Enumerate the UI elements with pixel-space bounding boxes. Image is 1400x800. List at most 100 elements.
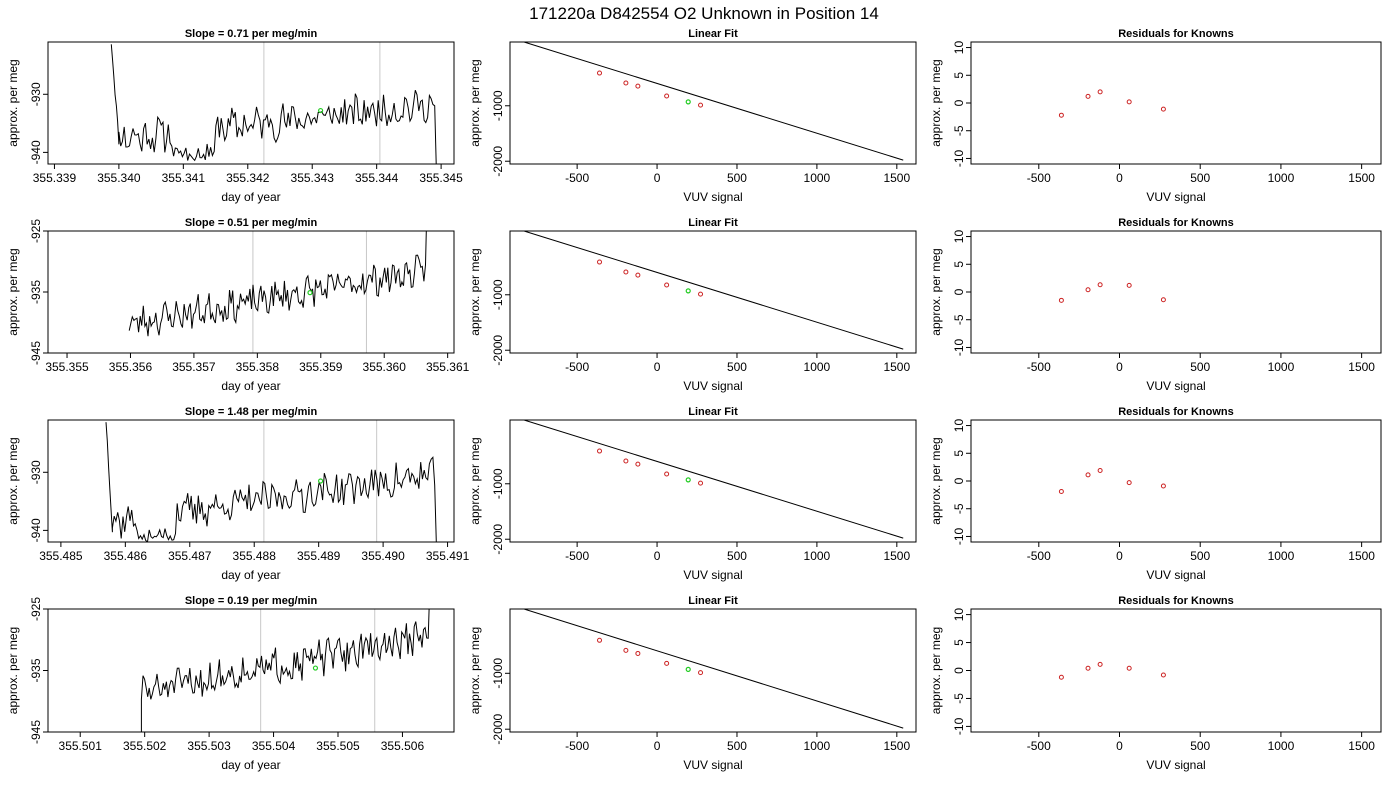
known-point [1160, 106, 1166, 112]
known-point [698, 291, 704, 297]
unknown-point [685, 99, 691, 105]
x-tick-label: 355.358 [236, 360, 280, 374]
known-point [1126, 99, 1132, 105]
known-point [1126, 665, 1132, 671]
y-tick-label: -1000 [491, 90, 505, 121]
known-point [698, 102, 704, 108]
known-point [635, 272, 641, 278]
x-tick-label: 0 [1116, 360, 1123, 374]
fit-line [524, 231, 904, 350]
panel-title: Linear Fit [688, 217, 738, 229]
known-point [635, 83, 641, 89]
panel-title: Residuals for Knowns [1118, 406, 1234, 418]
y-axis-label: approx. per meg [6, 627, 20, 714]
y-axis-label: approx. per meg [468, 437, 482, 524]
x-tick-label: 355.489 [297, 549, 341, 563]
panel-row2-fit: Linear Fit -500 0 500 1000 1500 -1000 -2000 VUV … [468, 217, 917, 393]
y-axis-label: approx. per meg [6, 437, 20, 524]
x-axis-label: VUV signal [1146, 379, 1205, 393]
known-point [698, 480, 704, 486]
known-point [1058, 297, 1064, 303]
fit-line [524, 420, 904, 539]
x-tick-label: 1500 [1348, 739, 1375, 753]
plot-frame [970, 608, 1382, 733]
x-tick-label: 1000 [1268, 360, 1295, 374]
known-point [1097, 467, 1103, 473]
panel-title: Linear Fit [688, 28, 738, 40]
y-axis-label: approx. per meg [6, 248, 20, 335]
x-tick-label: 0 [654, 739, 661, 753]
x-axis-label: day of year [221, 568, 280, 582]
x-tick-label: 1500 [883, 360, 910, 374]
plot-frame [509, 230, 917, 354]
x-tick-label: 1000 [1268, 549, 1295, 563]
known-point [623, 458, 629, 464]
x-tick-label: 1500 [883, 739, 910, 753]
panel-title: Slope = 0.51 per meg/min [185, 217, 318, 229]
y-tick-label: -2000 [491, 714, 505, 745]
x-tick-label: 0 [1116, 549, 1123, 563]
known-point [635, 461, 641, 467]
x-axis-label: day of year [221, 758, 280, 772]
x-tick-label: 500 [727, 549, 747, 563]
x-tick-label: 0 [1116, 171, 1123, 185]
x-tick-label: 1500 [1348, 360, 1375, 374]
x-tick-label: 355.491 [426, 549, 470, 563]
x-axis-label: VUV signal [1146, 568, 1205, 582]
y-tick-label: 10 [952, 608, 966, 622]
y-tick-label: -945 [29, 720, 43, 744]
panel-title: Linear Fit [688, 406, 738, 418]
x-tick-label: 355.344 [355, 171, 399, 185]
x-tick-label: 355.361 [426, 360, 470, 374]
panel-title: Slope = 0.71 per meg/min [185, 28, 318, 40]
x-tick-label: 355.490 [361, 549, 405, 563]
x-tick-label: -500 [1027, 739, 1051, 753]
y-tick-label: 0 [952, 99, 966, 106]
x-axis-label: VUV signal [683, 379, 742, 393]
known-point [1085, 472, 1091, 478]
x-tick-label: 355.341 [162, 171, 206, 185]
y-tick-label: -2000 [491, 524, 505, 555]
time-series-line [105, 422, 437, 542]
x-tick-label: 355.488 [233, 549, 277, 563]
plot-area [524, 231, 904, 350]
time-series-line [128, 231, 427, 337]
y-tick-label: -1000 [491, 279, 505, 310]
known-point [1160, 297, 1166, 303]
known-point [1097, 282, 1103, 288]
y-tick-label: -10 [952, 149, 966, 167]
plot-frame [970, 419, 1382, 543]
y-tick-label: -940 [29, 518, 43, 542]
x-tick-label: 500 [727, 360, 747, 374]
panel-row2-resid: Residuals for Knowns -500 0 500 1000 1500 -10 -… [929, 217, 1382, 393]
known-point [1126, 480, 1132, 486]
x-tick-label: 1500 [883, 549, 910, 563]
plot-frame [509, 608, 917, 733]
known-point [635, 650, 641, 656]
known-point [1160, 672, 1166, 678]
x-tick-label: 355.485 [39, 549, 83, 563]
panel-title: Slope = 0.19 per meg/min [185, 595, 318, 607]
known-point [1160, 483, 1166, 489]
x-tick-label: 355.345 [419, 171, 463, 185]
panel-row1-time: Slope = 0.71 per meg/min 355.339 355.340 35… [6, 28, 463, 204]
known-point [1058, 489, 1064, 495]
y-axis-label: approx. per meg [6, 59, 20, 146]
fit-line [524, 42, 904, 161]
y-tick-label: -5 [952, 693, 966, 704]
y-tick-label: 5 [952, 450, 966, 457]
x-tick-label: 355.357 [172, 360, 216, 374]
fit-line [524, 609, 904, 729]
panel-row2-time: Slope = 0.51 per meg/min 355.355 355.356 35… [6, 217, 470, 393]
x-tick-label: 1000 [804, 739, 831, 753]
x-tick-label: 0 [654, 360, 661, 374]
known-point [623, 269, 629, 275]
x-tick-label: 500 [1190, 171, 1210, 185]
panel-row4-resid: Residuals for Knowns -500 0 500 1000 1500 -10 -… [929, 595, 1382, 772]
y-tick-label: 10 [952, 419, 966, 433]
y-tick-label: -1000 [491, 658, 505, 689]
x-tick-label: -500 [1027, 171, 1051, 185]
x-tick-label: 355.355 [45, 360, 89, 374]
x-tick-label: -500 [565, 360, 589, 374]
x-tick-label: 1000 [1268, 171, 1295, 185]
